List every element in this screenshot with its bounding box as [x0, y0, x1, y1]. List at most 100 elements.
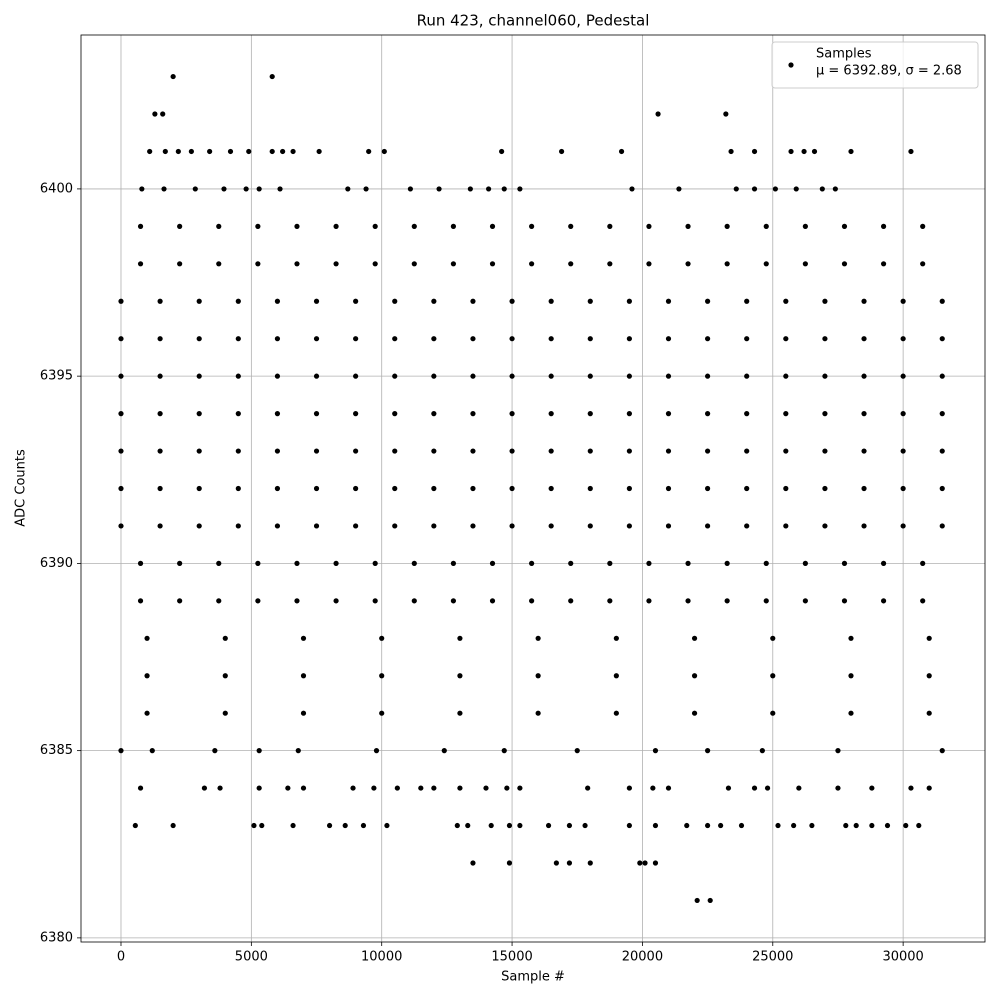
point [118, 411, 124, 417]
point [509, 411, 515, 417]
point [196, 523, 202, 529]
point [535, 710, 541, 716]
point [916, 822, 922, 829]
point [705, 411, 711, 417]
point [764, 785, 771, 791]
point [783, 298, 789, 304]
x-tick-label: 20000 [622, 950, 663, 965]
point [147, 148, 153, 155]
point [313, 485, 320, 492]
point [363, 186, 369, 192]
point [841, 598, 848, 604]
point [366, 148, 372, 155]
point [529, 560, 535, 566]
point [568, 560, 574, 566]
point [509, 373, 515, 379]
point [450, 223, 457, 229]
point [333, 223, 339, 229]
point [841, 223, 848, 229]
point [848, 148, 854, 155]
point [618, 148, 625, 155]
point [587, 860, 593, 866]
point [353, 411, 359, 417]
point [744, 523, 750, 529]
point [529, 261, 535, 267]
point [788, 148, 794, 155]
point [939, 485, 945, 492]
point [470, 523, 476, 529]
point [506, 860, 513, 866]
point [201, 785, 208, 791]
point [529, 598, 535, 604]
point [926, 710, 932, 716]
point [637, 860, 643, 866]
point [939, 523, 945, 529]
point [723, 111, 729, 117]
point [313, 411, 320, 417]
point [157, 411, 163, 417]
point [256, 186, 262, 192]
point [811, 148, 818, 155]
point [333, 598, 339, 604]
point [553, 860, 559, 866]
point [274, 523, 281, 529]
point [607, 261, 613, 267]
point [373, 748, 380, 754]
point [626, 373, 632, 379]
point [665, 336, 672, 342]
point [665, 785, 672, 791]
point [392, 448, 398, 454]
point [802, 223, 808, 229]
point [235, 485, 241, 492]
point [509, 523, 515, 529]
point [170, 73, 176, 80]
point [853, 822, 859, 829]
point [217, 785, 223, 791]
point [118, 748, 124, 754]
point [869, 822, 875, 829]
point [470, 860, 476, 866]
point [685, 560, 691, 566]
point [861, 373, 867, 379]
point [132, 822, 138, 829]
point [705, 748, 711, 754]
point [751, 186, 758, 192]
point [705, 822, 711, 829]
point [465, 822, 471, 829]
point [470, 485, 476, 492]
point [783, 485, 789, 492]
point [685, 223, 691, 229]
point [216, 560, 222, 566]
point [177, 261, 183, 267]
point [691, 673, 698, 679]
point [509, 298, 515, 304]
point [705, 485, 711, 492]
point [431, 298, 437, 304]
point [431, 411, 437, 417]
point [509, 485, 515, 492]
point [157, 336, 163, 342]
point [353, 485, 359, 492]
point [548, 298, 554, 304]
point [360, 822, 367, 829]
point [626, 411, 632, 417]
point [381, 148, 387, 155]
point [470, 448, 476, 454]
point [744, 298, 750, 304]
legend-marker [788, 62, 794, 68]
point [280, 148, 286, 155]
y-tick-label: 6385 [40, 743, 73, 758]
point [548, 411, 554, 417]
point [243, 186, 249, 192]
point [676, 186, 682, 192]
point [371, 785, 377, 791]
point [457, 635, 463, 641]
point [900, 298, 906, 304]
point [379, 635, 385, 641]
point [900, 448, 906, 454]
point [770, 673, 776, 679]
point [796, 785, 802, 791]
point [548, 448, 554, 454]
point [684, 822, 690, 829]
point [775, 822, 781, 829]
